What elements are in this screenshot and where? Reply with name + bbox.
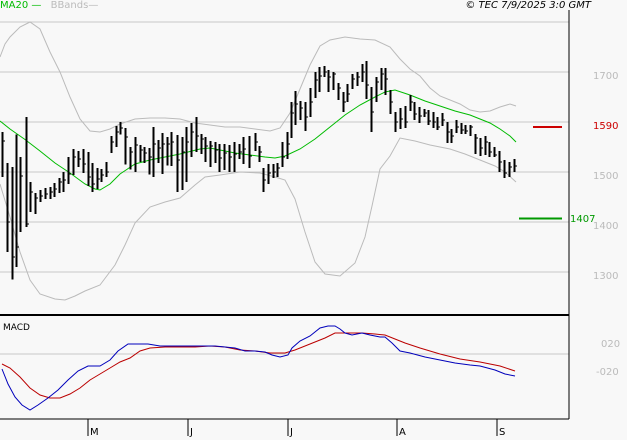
macd-tick-pos: 020	[601, 339, 621, 350]
y-tick-1700: 1700	[593, 71, 619, 82]
legend-bbands: BBands—	[50, 0, 99, 11]
month-label: A	[399, 427, 406, 438]
month-label: M	[90, 427, 99, 438]
support-label: 1407	[570, 214, 596, 225]
macd-tick-neg: -020	[596, 367, 619, 378]
macd-title: MACD	[3, 323, 30, 333]
macd-line	[1, 325, 516, 411]
legend: MA20 — BBands—	[0, 0, 98, 11]
month-label: J	[290, 427, 293, 438]
bollinger-upper-band	[0, 21, 517, 133]
legend-ma20: MA20 —	[0, 0, 42, 11]
month-label: J	[190, 427, 193, 438]
copyright-timestamp: © TEC 7/9/2025 3:0 GMT	[465, 0, 591, 11]
y-tick-1500: 1500	[593, 171, 619, 182]
y-tick-1400: 1400	[593, 221, 619, 232]
month-label: S	[499, 427, 506, 438]
resistance-label: 1590	[593, 121, 619, 132]
y-tick-1300: 1300	[593, 271, 619, 282]
month-ticks	[87, 419, 498, 436]
ohlc-bars	[1, 61, 517, 280]
